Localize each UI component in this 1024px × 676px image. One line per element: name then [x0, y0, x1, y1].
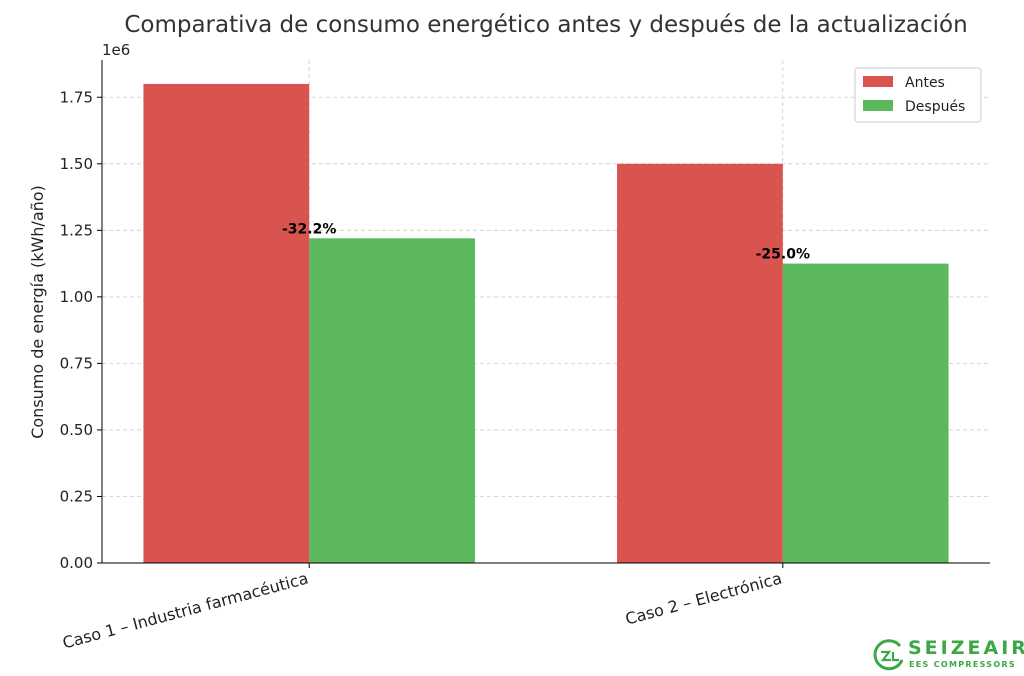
percent-change-label: -25.0%	[756, 247, 810, 263]
percent-change-label: -32.2%	[282, 221, 336, 237]
y-tick-label: 1.50	[60, 155, 93, 173]
bar-después	[309, 238, 475, 563]
x-tick-label: Caso 1 – Industria farmacéutica	[61, 569, 311, 653]
y-tick-label: 0.25	[60, 487, 93, 505]
y-offset-label: 1e6	[102, 41, 130, 59]
legend-label: Antes	[905, 75, 945, 91]
y-tick-label: 0.00	[60, 554, 93, 572]
legend-swatch-antes	[863, 76, 893, 87]
y-tick-label: 1.75	[60, 88, 93, 106]
bar-antes	[617, 163, 783, 564]
bar-después	[782, 263, 949, 563]
legend-label: Después	[905, 99, 965, 115]
legend-swatch-después	[863, 100, 893, 111]
x-tick-label: Caso 2 – Electrónica	[623, 569, 784, 629]
logo-icon	[873, 639, 904, 671]
y-tick-label: 1.25	[60, 221, 93, 239]
seizeair-logo: SEIZEAIR® EES COMPRESSORS	[872, 637, 1024, 673]
logo-wordmark: SEIZEAIR®	[908, 637, 1024, 659]
y-axis-label: Consumo de energía (kWh/año)	[28, 185, 47, 439]
bar-antes	[143, 83, 310, 563]
y-tick-label: 0.75	[60, 354, 93, 372]
chart-title: Comparativa de consumo energético antes …	[124, 12, 967, 38]
y-tick-label: 0.50	[60, 421, 93, 439]
y-tick-label: 1.00	[60, 288, 93, 306]
logo-tagline: EES COMPRESSORS	[909, 660, 1016, 669]
